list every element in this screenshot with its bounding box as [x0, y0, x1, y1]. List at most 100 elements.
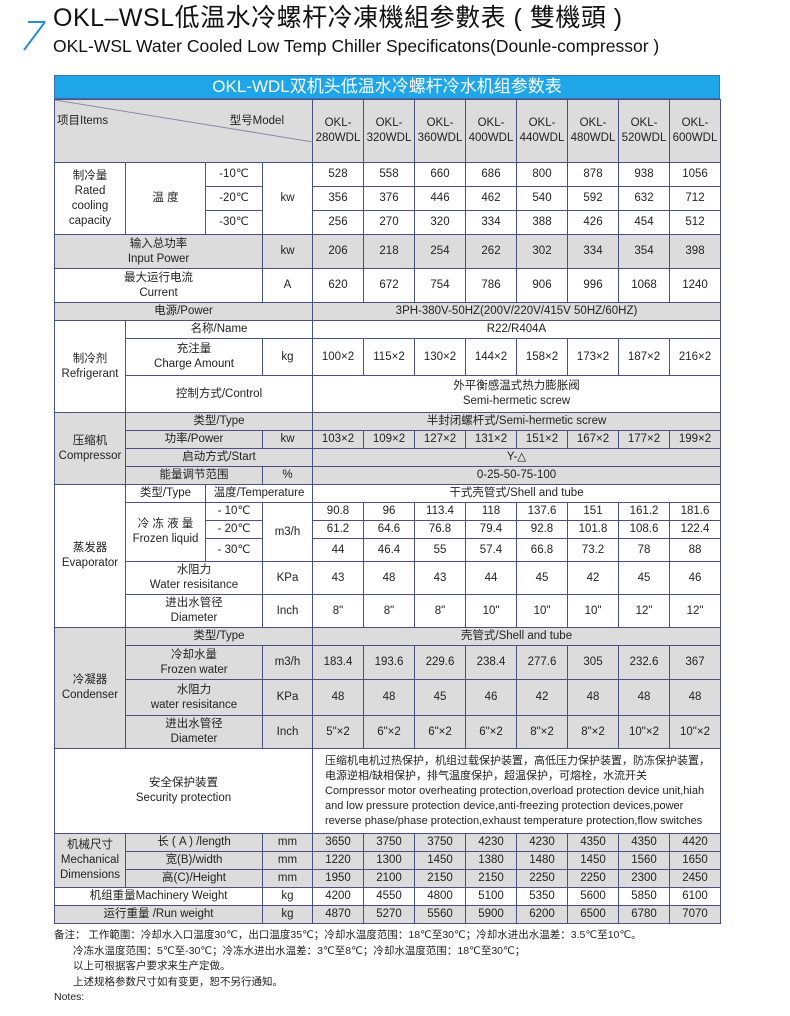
value-cell: 1220 [312, 851, 364, 870]
temp-label: -10℃ [205, 162, 263, 187]
value-cell: 10" [516, 594, 568, 628]
row-label: 温度/Temperature [205, 484, 313, 503]
row-label: 长 ( A ) /length [125, 833, 263, 852]
value-cell: 78 [618, 538, 670, 562]
value-cell: 1068 [618, 268, 670, 303]
power-row: 电源/Power 3PH-380V-50HZ(200V/220V/415V 50… [54, 302, 721, 321]
model-prefix: OKL- [426, 117, 454, 129]
value-cell: 45 [516, 561, 568, 595]
value-cell: 173×2 [567, 338, 619, 376]
value-cell: 512 [669, 210, 721, 235]
value-cell: 151 [567, 502, 619, 521]
frozen-liquid-label: 冷 冻 液 量 Frozen liquid [125, 502, 206, 562]
note-line: 备注： 工作範圍：冷却水入口温度30℃，出口温度35℃；冷却水温度范围：18℃至… [54, 929, 642, 941]
value-cell: 454 [618, 210, 670, 235]
value-cell: 43 [414, 561, 466, 595]
mechanical-label: 机械尺寸 Mechanical Dimensions [54, 833, 126, 888]
value-cell: 6100 [669, 887, 721, 906]
row-label: 充注量 Charge Amount [125, 338, 263, 376]
note-line: 以上可根据客户要求来生产定做。 [73, 960, 231, 972]
compressor-start-row: 启动方式/Start Y-△ [55, 448, 721, 467]
value-cell: 161.2 [618, 502, 670, 521]
unit: m3/h [262, 645, 313, 680]
compressor-power-row: 功率/Power kw 103×2 109×2 127×2 131×2 151×2 167… [55, 430, 721, 449]
value-cell: 2150 [414, 869, 466, 888]
value-cell: 712 [669, 186, 721, 211]
value-cell: 48 [312, 679, 364, 716]
value-cell: 216×2 [669, 338, 721, 376]
value-cell: 1560 [618, 851, 670, 870]
value-cell: 1650 [669, 851, 721, 870]
value-cell: 938 [618, 162, 670, 187]
row-label: 功率/Power [125, 430, 263, 449]
row-value: 3PH-380V-50HZ(200V/220V/415V 50HZ/60HZ) [312, 302, 721, 321]
value-cell: 100×2 [312, 338, 364, 376]
value-cell: 45 [618, 561, 670, 595]
main-content: OKL-WDL双机头低温水冷螺杆冷水机组参数表 项目Items 型号Model … [54, 75, 721, 1016]
model-header-cell: OKL- 280WDL [312, 99, 364, 163]
model-header-cell: OKL- 440WDL [516, 99, 568, 163]
value-cell: 754 [414, 268, 466, 303]
value-cell: 686 [465, 162, 517, 187]
model-name: 280WDL [315, 132, 361, 144]
unit: kw [262, 430, 313, 449]
value-cell: 45 [414, 679, 466, 716]
value-cell: 334 [465, 210, 517, 235]
page-subtitle: OKL-WSL Water Cooled Low Temp Chiller Sp… [53, 36, 660, 56]
row-label: 进出水管径 Diameter [125, 594, 263, 628]
value-cell: 96 [363, 502, 415, 521]
value-cell: 4230 [465, 833, 517, 852]
unit: Inch [262, 594, 313, 628]
value-cell: 302 [516, 234, 568, 269]
value-cell: 262 [465, 234, 517, 269]
value-cell: 1240 [669, 268, 721, 303]
value-cell: 144×2 [465, 338, 517, 376]
row-value: Y-△ [312, 448, 721, 467]
cooling-sub-label: 温 度 [125, 162, 206, 235]
energy-row: 能量调节范围 % 0-25-50-75-100 [55, 466, 721, 485]
value-cell: 6"×2 [414, 715, 466, 749]
row-label: 类型/Type [125, 627, 313, 646]
evaporator-label: 蒸发器 Evaporator [54, 484, 126, 628]
value-cell: 528 [312, 162, 364, 187]
value-cell: 4230 [516, 833, 568, 852]
model-prefix: OKL- [630, 117, 658, 129]
model-header-cell: OKL- 480WDL [567, 99, 619, 163]
value-cell: 73.2 [567, 538, 619, 562]
model-prefix: OKL- [324, 117, 352, 129]
security-value: 压缩机电机过热保护，机组过载保护装置，高低压力保护装置，防冻保护装置，电源逆相/… [312, 748, 721, 834]
temp-label: -20℃ [205, 186, 263, 211]
unit: mm [262, 869, 313, 888]
value-cell: 6200 [516, 905, 568, 924]
value-cell: 127×2 [414, 430, 466, 449]
value-cell: 61.2 [312, 520, 364, 539]
value-cell: 786 [465, 268, 517, 303]
value-cell: 3750 [363, 833, 415, 852]
value-cell: 130×2 [414, 338, 466, 376]
evap-resistance-row: 水阻力 Water resisitance KPa 43 48 43 44 45 42 45… [55, 561, 721, 595]
value-cell: 238.4 [465, 645, 517, 680]
value-cell: 229.6 [414, 645, 466, 680]
value-cell: 158×2 [516, 338, 568, 376]
unit: kg [262, 905, 313, 924]
condenser-type-row: 冷凝器 Condenser 类型/Type 壳管式/Shell and tube [54, 627, 721, 749]
value-cell: 151×2 [516, 430, 568, 449]
value-cell: 42 [567, 561, 619, 595]
value-cell: 115×2 [363, 338, 415, 376]
value-cell: 672 [363, 268, 415, 303]
unit: KPa [262, 679, 313, 716]
model-prefix: OKL- [477, 117, 505, 129]
value-cell: 5"×2 [312, 715, 364, 749]
header-diagonal-cell: 项目Items 型号Model [54, 99, 313, 163]
unit: m3/h [262, 502, 313, 562]
value-cell: 48 [567, 679, 619, 716]
unit: mm [262, 851, 313, 870]
value-cell: 131×2 [465, 430, 517, 449]
value-cell: 118 [465, 502, 517, 521]
value-cell: 592 [567, 186, 619, 211]
model-header-cell: OKL- 360WDL [414, 99, 466, 163]
value-cell: 270 [363, 210, 415, 235]
unit: A [262, 268, 313, 303]
unit: kg [262, 338, 313, 376]
value-cell: 181.6 [669, 502, 721, 521]
